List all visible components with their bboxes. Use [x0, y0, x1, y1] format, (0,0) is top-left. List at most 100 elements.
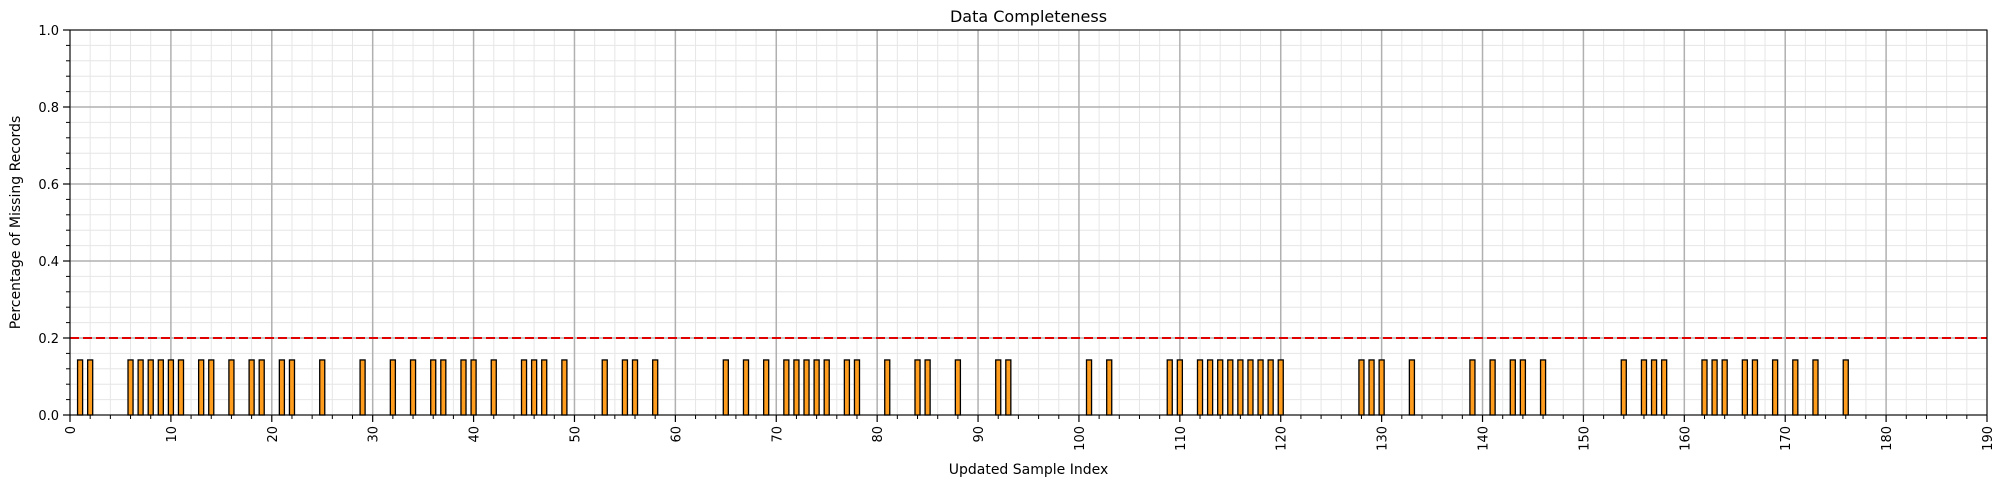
bar	[520, 359, 528, 416]
x-tick-label: 130	[1376, 426, 1391, 451]
x-tick-label: 120	[1275, 426, 1290, 451]
bar	[1378, 359, 1385, 416]
bar	[1267, 359, 1274, 416]
x-tick-label: 170	[1779, 426, 1794, 451]
bar	[1741, 359, 1749, 416]
bar	[1519, 359, 1527, 416]
bar	[1771, 359, 1779, 416]
bar	[722, 359, 729, 416]
bar	[843, 359, 851, 416]
bar	[742, 359, 750, 416]
bar	[1237, 359, 1244, 416]
bars	[76, 359, 1849, 416]
bar	[127, 359, 134, 416]
x-tick-label: 180	[1880, 426, 1895, 451]
bar	[228, 359, 235, 416]
bar	[1196, 359, 1204, 416]
x-tick-label: 10	[165, 426, 180, 443]
bar	[1842, 359, 1849, 416]
bar	[1489, 359, 1496, 416]
x-tick-label: 20	[266, 426, 281, 443]
x-tick-label: 100	[1073, 426, 1088, 451]
bar	[197, 359, 205, 416]
x-tick-label: 80	[871, 426, 886, 443]
bar	[561, 359, 568, 416]
x-tick-label: 110	[1174, 426, 1189, 451]
bar	[1711, 359, 1718, 416]
x-tick-label: 150	[1577, 426, 1592, 451]
bar	[359, 359, 366, 416]
bar	[1620, 359, 1627, 416]
bar	[460, 359, 467, 416]
bar	[601, 359, 608, 416]
bar	[884, 359, 891, 416]
bar	[1650, 359, 1658, 416]
bar	[1539, 359, 1547, 416]
ticks: 0.0 0.2 0.4 0.6 0.8 1.0 0 10 20 30 40 50 60 70 80 90 100…	[38, 24, 1996, 451]
bar	[1227, 359, 1234, 416]
bar	[490, 359, 497, 416]
x-tick-label: 30	[367, 426, 382, 443]
bar	[995, 359, 1002, 416]
y-tick-label: 0.2	[38, 332, 59, 347]
bar	[1509, 359, 1516, 416]
bar	[813, 359, 820, 416]
bar	[76, 359, 84, 416]
bar	[87, 359, 94, 416]
bar	[853, 359, 861, 416]
bar	[248, 359, 255, 416]
bar	[409, 359, 417, 416]
bar	[167, 359, 175, 416]
bar	[157, 359, 164, 416]
grid	[69, 29, 1988, 416]
bar	[208, 359, 215, 416]
bar	[1751, 359, 1759, 416]
x-tick-label: 90	[972, 426, 987, 443]
bar	[440, 359, 447, 416]
bar	[1660, 359, 1668, 416]
x-tick-label: 140	[1477, 426, 1492, 451]
bar	[1005, 359, 1012, 416]
x-tick-label: 60	[669, 426, 684, 443]
bar	[147, 359, 154, 416]
bar	[288, 359, 296, 416]
bar	[924, 359, 931, 416]
bar	[1469, 359, 1476, 416]
bar	[1640, 359, 1648, 416]
plot-frame	[69, 29, 1988, 416]
bar	[1106, 359, 1113, 416]
bar	[1812, 359, 1819, 416]
y-tick-label: 0.8	[38, 101, 59, 116]
bar	[389, 359, 397, 416]
bar	[177, 359, 185, 416]
bar	[1368, 359, 1375, 416]
y-tick-label: 0.6	[38, 178, 59, 193]
x-tick-label: 50	[568, 426, 583, 443]
bar	[621, 359, 629, 416]
y-tick-label: 0.0	[38, 409, 59, 424]
y-axis-label: Percentage of Missing Records	[8, 116, 24, 329]
x-tick-label: 160	[1678, 426, 1693, 451]
bar	[1721, 359, 1728, 416]
bar	[258, 359, 265, 416]
bar	[1085, 359, 1093, 416]
bar	[803, 359, 810, 416]
bar	[1701, 359, 1708, 416]
y-tick-label: 0.4	[38, 255, 59, 270]
bar	[1166, 359, 1173, 416]
bar	[319, 359, 326, 416]
bar	[823, 359, 830, 416]
chart-title: Data Completeness	[950, 7, 1107, 26]
bar	[652, 359, 659, 416]
bar	[1408, 359, 1416, 416]
bar	[430, 359, 437, 416]
bar	[530, 359, 538, 416]
y-tick-label: 1.0	[38, 24, 59, 39]
bar	[763, 359, 770, 416]
bar	[1206, 359, 1214, 416]
bar	[914, 359, 921, 416]
bar	[137, 359, 144, 416]
bar	[1277, 359, 1284, 416]
bar	[631, 359, 639, 416]
